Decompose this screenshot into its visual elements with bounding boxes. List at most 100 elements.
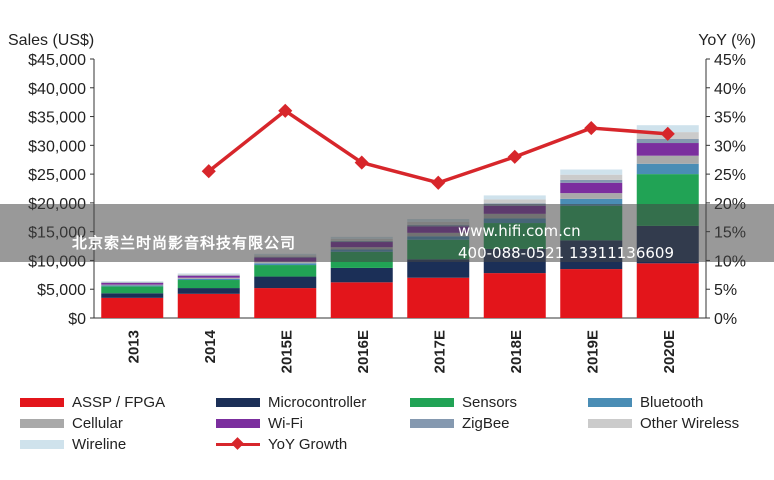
y-left-tick-label: $30,000 [28,138,86,155]
bar-segment [101,285,164,287]
bar-segment [560,269,623,318]
legend-swatch [20,418,64,428]
x-tick-label: 2015E [278,330,295,373]
watermark-phone: 400-088-0521 13311136609 [458,244,675,262]
legend-line-marker [216,434,260,454]
bar-segment [636,143,699,156]
bar-segment [636,163,699,175]
watermark-url: www.hifi.com.cn [458,222,581,240]
bar-segment [177,275,240,276]
legend-item: Cellular [20,413,123,433]
x-tick-label: 2014 [202,329,219,363]
bar-segment [101,282,164,285]
bar-segment [101,281,164,282]
yoy-growth-point [354,155,369,170]
bar-segment [254,265,317,277]
legend-item: Sensors [410,392,517,412]
legend-swatch [588,418,632,428]
bar-segment [101,293,164,298]
x-tick-label: 2020E [661,330,678,373]
legend-item: ASSP / FPGA [20,392,165,412]
legend-swatch [410,397,454,407]
legend: ASSP / FPGA Microcontroller Sensors Bluetoo… [20,392,770,464]
y-left-tick-label: $35,000 [28,110,86,127]
y-left-tick-label: $25,000 [28,167,86,184]
legend-swatch [20,439,64,449]
bar-segment [560,182,623,194]
bar-segment [177,278,240,281]
bar-segment [330,282,393,318]
y-right-axis-title: YoY (%) [698,32,756,49]
bar-segment [101,286,164,294]
bar-segment [101,284,164,286]
bar-segment [407,259,470,278]
x-tick-label: 2019E [584,330,601,373]
legend-label: ZigBee [462,414,510,432]
bar-segment [254,261,317,264]
y-right-tick-label: 40% [714,81,746,98]
x-tick-label: 2017E [431,330,448,373]
bar-segment [636,155,699,164]
legend-label: Cellular [72,414,123,432]
legend-label: Microcontroller [268,393,367,411]
yoy-growth-point [431,175,446,190]
legend-item: YoY Growth [216,434,347,454]
bar-segment [101,297,164,318]
legend-item: Wireline [20,434,126,454]
watermark-band [0,204,774,262]
legend-label: Wireline [72,435,127,453]
y-right-tick-label: 30% [714,138,746,155]
y-right-tick-label: 25% [714,167,746,184]
y-left-tick-label: $0 [68,311,86,328]
legend-label: ASSP / FPGA [72,393,166,411]
legend-label: Wi-Fi [268,414,303,432]
bar-segment [560,198,623,206]
legend-item: Bluetooth [588,392,703,412]
bar-segment [483,273,546,318]
yoy-growth-point [584,120,599,136]
legend-item: ZigBee [410,413,510,433]
bar-segment [407,277,470,318]
legend-label: Bluetooth [640,393,704,411]
bar-segment [254,288,317,318]
y-right-tick-label: 45% [714,52,746,69]
bar-segment [177,273,240,275]
yoy-growth-point [660,126,675,141]
watermark-company: 北京索兰时尚影音科技有限公司 [72,234,297,252]
y-left-tick-label: $5,000 [37,282,86,299]
bar-segment [636,139,699,144]
bar-segment [177,280,240,289]
bar-segment [254,263,317,266]
bar-segment [177,288,240,294]
yoy-growth-point [507,149,522,164]
legend-label: Other Wireless [640,414,740,432]
bar-segment [177,277,240,279]
bar-segment [254,276,317,289]
chart: Sales (US$) YoY (%) $0$5,000$10,000$15,0… [8,32,756,373]
y-right-tick-label: 35% [714,110,746,127]
y-right-tick-label: 0% [714,311,737,328]
yoy-growth-point [201,164,216,179]
x-tick-label: 2013 [125,330,142,363]
bar-segment [177,293,240,318]
bar-segment [177,275,240,278]
y-left-tick-label: $40,000 [28,81,86,98]
legend-item: Wi-Fi [216,413,303,433]
bar-segment [560,169,623,175]
legend-item: Microcontroller [216,392,366,412]
legend-label: YoY Growth [268,435,348,453]
legend-label: Sensors [462,393,518,411]
bar-segment [330,267,393,283]
legend-swatch [20,397,64,407]
yoy-growth-point [278,103,293,118]
bar-segment [560,179,623,183]
legend-swatch [216,397,260,407]
bar-segment [177,274,240,276]
legend-swatch [410,418,454,428]
y-left-axis-title: Sales (US$) [8,32,94,49]
legend-swatch [588,397,632,407]
bar-segment [560,193,623,199]
x-tick-label: 2016E [355,330,372,373]
y-left-tick-label: $45,000 [28,52,86,69]
bar-segment [483,199,546,204]
